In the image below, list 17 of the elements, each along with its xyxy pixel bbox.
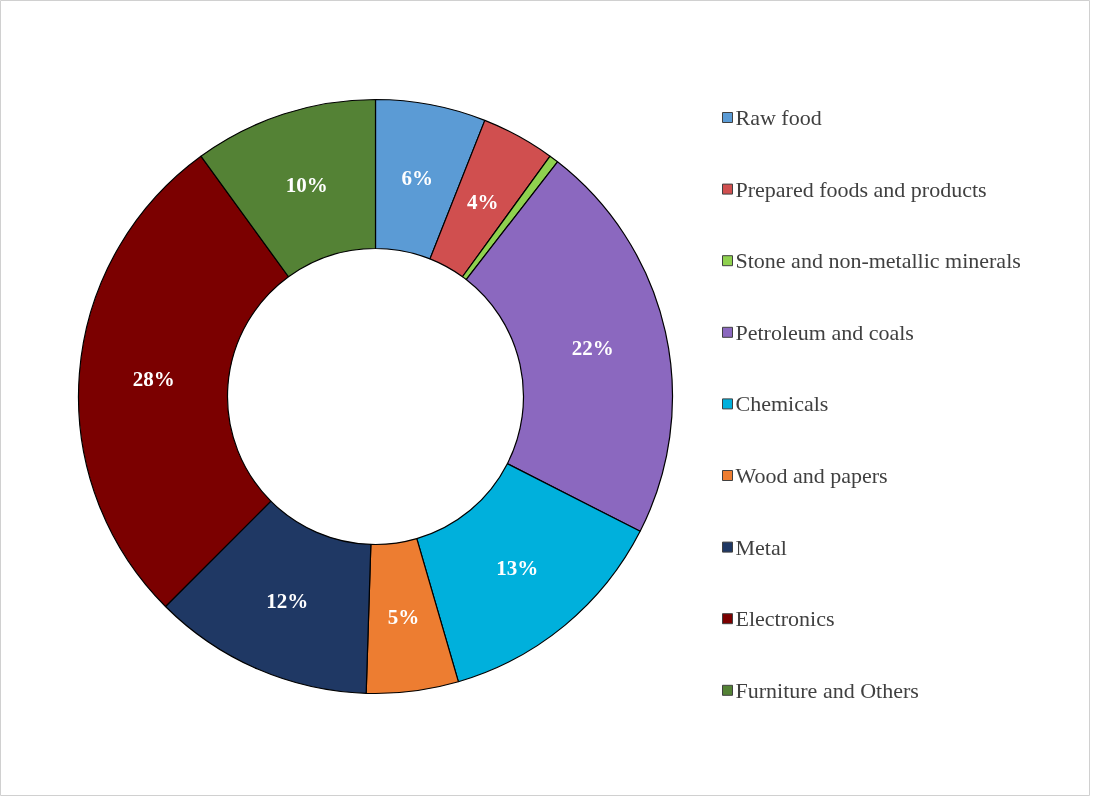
data-label: 28%	[132, 367, 175, 392]
data-label: 12%	[266, 588, 309, 613]
data-label: 13%	[496, 555, 539, 580]
legend-label: Raw food	[735, 105, 822, 130]
legend-label: Furniture and Others	[735, 677, 919, 703]
data-label: 22%	[571, 335, 614, 360]
data-label: 6%	[401, 165, 433, 190]
legend-label: Stone and non-metallic minerals	[735, 248, 1021, 274]
data-label: 5%	[387, 605, 420, 630]
data-label: 10%	[285, 172, 328, 197]
legend-label: Wood and papers	[735, 463, 888, 488]
legend-label: Petroleum and coals	[735, 319, 914, 345]
legend-label: Prepared foods and products	[735, 176, 987, 202]
legend-label: Chemicals	[735, 391, 829, 417]
data-label: 4%	[466, 189, 499, 214]
legend-label: Electronics	[735, 606, 835, 632]
legend-label: Metal	[735, 534, 787, 560]
